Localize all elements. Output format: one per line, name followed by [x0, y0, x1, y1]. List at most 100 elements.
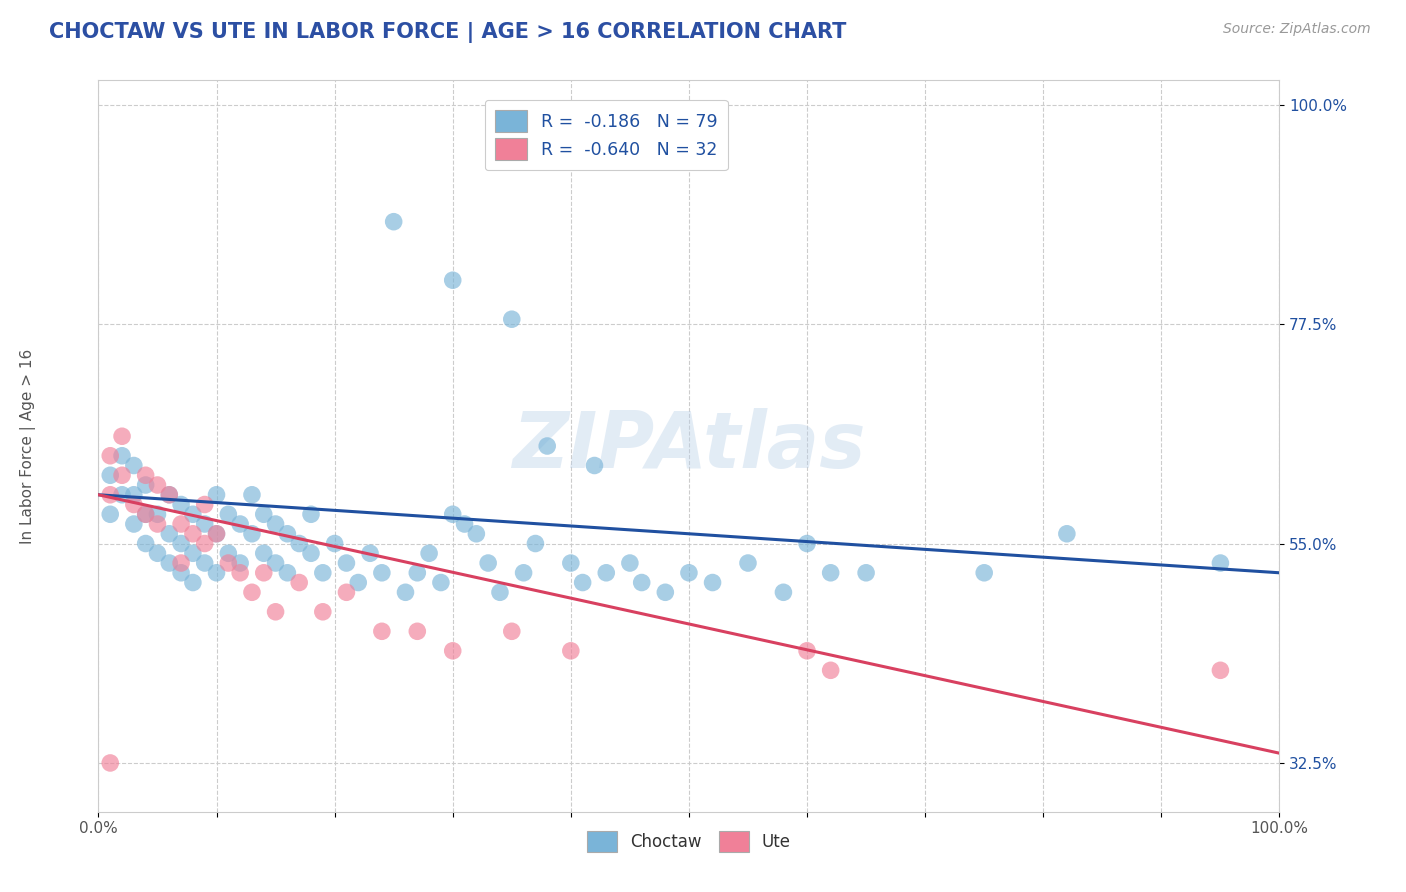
Point	[240, 526, 263, 541]
Point	[253, 566, 276, 580]
Point	[122, 488, 145, 502]
Point	[489, 585, 512, 599]
Point	[111, 429, 134, 443]
Point	[772, 585, 794, 599]
Point	[170, 498, 193, 512]
Point	[122, 458, 145, 473]
Point	[229, 516, 252, 531]
Point	[135, 468, 157, 483]
Point	[394, 585, 416, 599]
Point	[217, 546, 239, 560]
Point	[146, 546, 169, 560]
Point	[560, 644, 582, 658]
Point	[98, 508, 121, 522]
Point	[560, 556, 582, 570]
Point	[157, 488, 180, 502]
Point	[157, 556, 180, 570]
Point	[229, 556, 252, 570]
Point	[98, 468, 121, 483]
Point	[217, 556, 239, 570]
Point	[111, 468, 134, 483]
Point	[571, 575, 593, 590]
Point	[157, 488, 180, 502]
Point	[312, 605, 335, 619]
Point	[170, 556, 193, 570]
Point	[371, 624, 394, 639]
Point	[253, 546, 276, 560]
Point	[583, 458, 606, 473]
Point	[820, 566, 842, 580]
Point	[536, 439, 558, 453]
Point	[288, 536, 311, 550]
Point	[276, 526, 298, 541]
Point	[205, 488, 228, 502]
Point	[441, 644, 464, 658]
Point	[347, 575, 370, 590]
Point	[205, 526, 228, 541]
Point	[98, 756, 121, 770]
Point	[122, 498, 145, 512]
Point	[194, 516, 217, 531]
Point	[205, 526, 228, 541]
Point	[181, 526, 204, 541]
Point	[170, 566, 193, 580]
Point	[299, 508, 322, 522]
Point	[737, 556, 759, 570]
Point	[973, 566, 995, 580]
Point	[465, 526, 488, 541]
Point	[335, 556, 357, 570]
Point	[453, 516, 475, 531]
Point	[441, 273, 464, 287]
Point	[170, 516, 193, 531]
Point	[678, 566, 700, 580]
Point	[122, 516, 145, 531]
Point	[146, 516, 169, 531]
Text: Source: ZipAtlas.com: Source: ZipAtlas.com	[1223, 22, 1371, 37]
Point	[441, 508, 464, 522]
Text: ZIPAtlas: ZIPAtlas	[512, 408, 866, 484]
Point	[135, 478, 157, 492]
Point	[619, 556, 641, 570]
Point	[240, 585, 263, 599]
Point	[181, 508, 204, 522]
Point	[430, 575, 453, 590]
Point	[157, 526, 180, 541]
Point	[382, 215, 405, 229]
Point	[135, 536, 157, 550]
Point	[418, 546, 440, 560]
Point	[170, 536, 193, 550]
Point	[229, 566, 252, 580]
Point	[512, 566, 534, 580]
Point	[194, 498, 217, 512]
Point	[335, 585, 357, 599]
Point	[595, 566, 617, 580]
Point	[796, 644, 818, 658]
Point	[299, 546, 322, 560]
Point	[111, 449, 134, 463]
Point	[181, 575, 204, 590]
Point	[288, 575, 311, 590]
Point	[264, 605, 287, 619]
Point	[371, 566, 394, 580]
Point	[1209, 556, 1232, 570]
Point	[253, 508, 276, 522]
Point	[477, 556, 499, 570]
Text: CHOCTAW VS UTE IN LABOR FORCE | AGE > 16 CORRELATION CHART: CHOCTAW VS UTE IN LABOR FORCE | AGE > 16…	[49, 22, 846, 44]
Y-axis label: In Labor Force | Age > 16: In Labor Force | Age > 16	[20, 349, 37, 543]
Point	[194, 536, 217, 550]
Point	[1209, 663, 1232, 677]
Point	[406, 624, 429, 639]
Point	[630, 575, 652, 590]
Point	[240, 488, 263, 502]
Point	[359, 546, 381, 560]
Point	[146, 508, 169, 522]
Point	[135, 508, 157, 522]
Point	[501, 312, 523, 326]
Point	[1056, 526, 1078, 541]
Point	[855, 566, 877, 580]
Point	[820, 663, 842, 677]
Point	[98, 449, 121, 463]
Point	[181, 546, 204, 560]
Point	[194, 556, 217, 570]
Point	[217, 508, 239, 522]
